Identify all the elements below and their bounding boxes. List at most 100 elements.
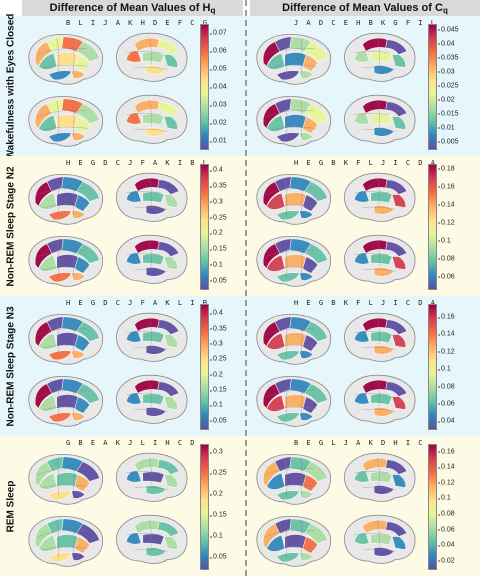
sulcus-line (56, 240, 60, 279)
sulcus-line (284, 38, 288, 77)
sulcus-line (377, 520, 380, 547)
brain-region (266, 394, 286, 412)
sulcus-line (41, 406, 88, 411)
brain-region (354, 50, 370, 63)
condition-band: Non-REM Sleep Stage N3 H E G D C J F A K … (0, 296, 480, 436)
brain-region (74, 256, 90, 274)
colorbar-tick-label: 0.25 (210, 214, 227, 222)
brain-region (56, 114, 79, 129)
brain-region (163, 54, 178, 68)
brain-lateral-top (256, 173, 332, 225)
brain-region (304, 243, 328, 264)
brain-region (74, 396, 90, 414)
sulcus-line (149, 458, 152, 485)
colorbar-tick-label: 0.04 (438, 40, 455, 48)
brain-region (373, 205, 395, 215)
colorbar-tick-label: 0.3 (210, 448, 223, 456)
brain-region (354, 190, 370, 203)
colorbar-tick-label: 0.1 (210, 261, 223, 269)
brain-region (38, 192, 58, 210)
sulcus-line (37, 529, 87, 538)
sulcus-line (269, 484, 316, 489)
brain-region (302, 536, 318, 554)
sulcus-line (56, 100, 60, 139)
colorbar-tick-label: 0.035 (438, 54, 459, 62)
sulcus-line (300, 240, 303, 277)
brain-region (76, 383, 100, 404)
brain-region (266, 332, 286, 350)
brain-region (391, 536, 406, 550)
sulcus-line (284, 240, 288, 279)
brain-region (71, 132, 86, 141)
brain-region (284, 472, 307, 487)
brain-region (302, 54, 318, 72)
condition-band: REM Sleep G B E A K J L I H C D 0.3 0.25 0.2… (0, 436, 480, 576)
brain-region (145, 345, 167, 355)
region-rank-sequence: H E G B K F L J I C D A (294, 299, 437, 307)
sulcus-line (265, 109, 315, 118)
sulcus-line (284, 380, 288, 419)
sulcus-line (149, 318, 152, 345)
brain-region (266, 52, 286, 70)
brain-region (266, 472, 286, 490)
sulcus-line (126, 393, 161, 396)
colorbar-tick-label: 0.01 (438, 124, 455, 132)
sulcus-line (300, 318, 303, 355)
brain-region (126, 190, 142, 203)
brain-medial-top (344, 32, 416, 82)
brain-region (373, 485, 395, 495)
brain-region (370, 191, 393, 204)
brain-region (38, 534, 58, 552)
colorbar (428, 444, 437, 570)
brain-region (145, 205, 167, 215)
sulcus-line (354, 471, 389, 474)
brain-region (56, 332, 79, 347)
brain-region (370, 253, 393, 266)
sulcus-line (134, 408, 168, 412)
colorbar-tick-label: 0.06 (438, 400, 455, 408)
colorbar-tick-label: 0.04 (438, 417, 455, 425)
brain-region (76, 103, 100, 124)
brain-lateral-top (28, 313, 104, 365)
brain-region (373, 407, 395, 417)
brain-region (71, 412, 86, 421)
brain-region (373, 547, 395, 557)
brain-region (266, 534, 286, 552)
sulcus-line (362, 268, 396, 272)
brain-region (126, 532, 142, 545)
sulcus-line (126, 191, 161, 194)
brain-region (304, 181, 328, 202)
sulcus-line (269, 204, 316, 209)
brain-region (126, 50, 142, 63)
sulcus-line (362, 346, 396, 350)
brain-medial-top (116, 452, 188, 502)
brain-region (76, 523, 100, 544)
brain-lateral-bottom (28, 95, 104, 147)
colorbar-tick-label: 0.06 (438, 273, 455, 280)
sulcus-line (126, 51, 161, 54)
brain-medial-bottom (116, 94, 188, 144)
region-rank-sequence: G B E A K J L I H C D (66, 439, 197, 447)
condition-band: Non-REM Sleep Stage N2 H E G D C J F A K … (0, 156, 480, 296)
colorbar-tick-label: 0.35 (210, 325, 227, 333)
colorbar-tick-label: 0.06 (438, 526, 455, 534)
colorbar (428, 24, 437, 150)
brain-region (56, 534, 79, 549)
sulcus-line (56, 178, 60, 217)
sulcus-line (72, 520, 75, 557)
brain-region (142, 331, 165, 344)
sulcus-line (37, 249, 87, 258)
brain-medial-top (116, 172, 188, 222)
colorbar-tick-label: 0.05 (210, 65, 227, 73)
brain-region (145, 407, 167, 417)
brain-medial-bottom (344, 514, 416, 564)
brain-region (299, 210, 314, 219)
sulcus-line (377, 100, 380, 127)
colorbar-tick-label: 0.08 (438, 255, 455, 262)
sulcus-line (149, 240, 152, 267)
brain-region (163, 396, 178, 410)
colorbar-tick-label: 0.16 (438, 183, 455, 190)
brain-region (266, 192, 286, 210)
colorbar (200, 444, 209, 570)
colorbar-tick-label: 0.02 (438, 96, 455, 104)
